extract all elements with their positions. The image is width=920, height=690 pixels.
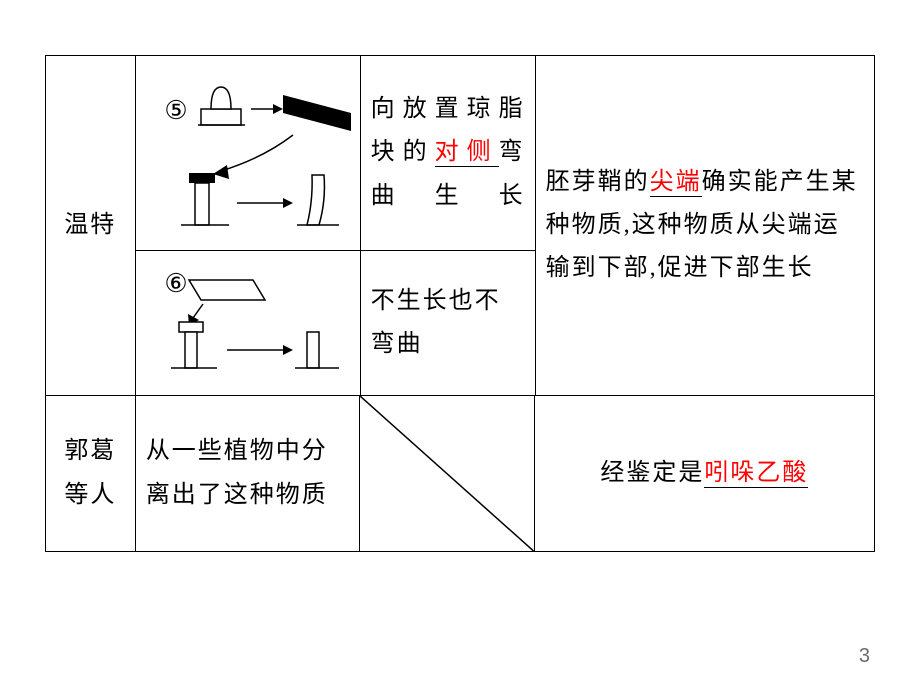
coleoptile-control-before (171, 322, 217, 368)
scientist-2-cell: 郭葛等人 (46, 396, 136, 551)
diagram-5-label: ⑤ (164, 96, 189, 125)
coleoptile-bent (297, 175, 339, 225)
scientist-2-name: 郭葛等人 (56, 430, 125, 516)
result-5-text: 向放置琼脂块的对侧弯曲生长 (371, 88, 525, 218)
result-5-cell: 向放置琼脂块的对侧弯曲生长 (361, 56, 536, 251)
coleoptile-before (181, 173, 229, 225)
coleoptile-control-after (295, 332, 339, 368)
finding-2-text: 从一些植物中分离出了这种物质 (146, 430, 349, 516)
diagram-5-cell: ⑤ (136, 56, 361, 251)
conclusion-1-text: 胚芽鞘的尖端确实能产生某种物质,这种物质从尖端运输到下部,促进下部生长 (546, 161, 864, 291)
table-row-2: 郭葛等人 从一些植物中分离出了这种物质 经鉴定是吲哚乙酸 (46, 396, 874, 551)
arrow-right (227, 345, 293, 355)
experiment-5-diagram: ⑤ (143, 63, 353, 243)
result-6-cell: 不生长也不弯曲 (361, 251, 536, 396)
diagonal-slash-icon (360, 396, 534, 551)
result-6-text: 不生长也不弯曲 (371, 280, 525, 366)
conclusion-2-cell: 经鉴定是吲哚乙酸 (535, 396, 874, 551)
finding-2-cell: 从一些植物中分离出了这种物质 (136, 396, 360, 551)
conclusion-2-text: 经鉴定是吲哚乙酸 (600, 452, 808, 495)
diagram-6-label: ⑥ (164, 269, 189, 298)
scientist-name-cell: 温特 (46, 56, 136, 396)
arrow-curve-down (213, 135, 293, 179)
tip-on-agar (198, 87, 245, 125)
page-number: 3 (859, 645, 870, 668)
arrow-right-top (251, 104, 283, 114)
experiment-table: 温特 ⑤ (45, 55, 875, 552)
scientist-name: 温特 (64, 204, 116, 247)
arrow-right-bottom (237, 198, 293, 208)
conclusion-1-cell: 胚芽鞘的尖端确实能产生某种物质,这种物质从尖端运输到下部,促进下部生长 (536, 56, 874, 396)
experiment-6-diagram: ⑥ (143, 258, 353, 388)
diagram-6-cell: ⑥ (136, 251, 361, 396)
slash-cell (360, 396, 535, 551)
blank-agar-block (189, 280, 265, 300)
table-row-1: 温特 ⑤ (46, 56, 874, 396)
treated-agar-block (283, 95, 351, 131)
